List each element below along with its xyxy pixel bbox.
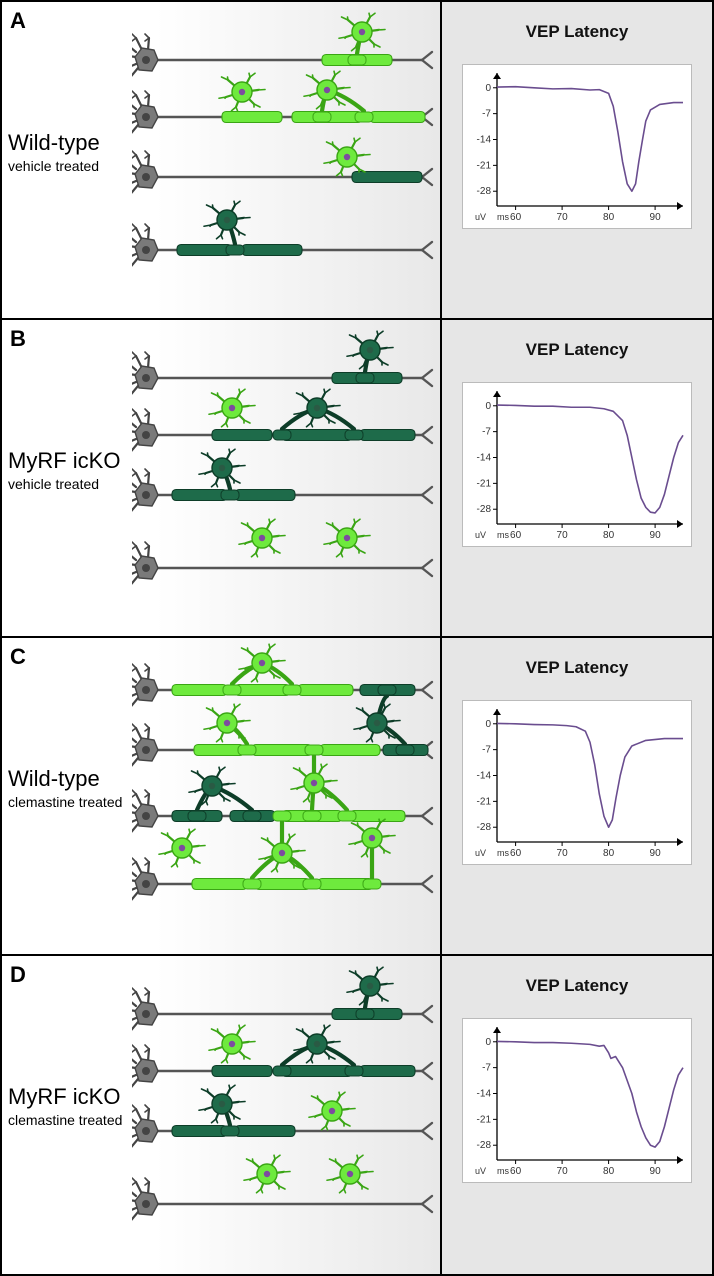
diagram-cell: A Wild-type vehicle treated xyxy=(2,2,442,318)
diagram-cell: B MyRF icKO vehicle treated xyxy=(2,320,442,636)
neuron-diagram xyxy=(132,320,442,638)
chart-cell: VEP Latency 0 -7 -14 -21 -28 60 70 80 90 uV ms xyxy=(442,2,712,318)
label-sub: clemastine treated xyxy=(8,1112,122,1128)
svg-text:70: 70 xyxy=(557,848,569,859)
panel-letter: D xyxy=(10,962,26,988)
condition-label: MyRF icKO clemastine treated xyxy=(8,1084,122,1128)
svg-text:ms: ms xyxy=(497,1166,509,1176)
panel-letter: B xyxy=(10,326,26,352)
svg-text:60: 60 xyxy=(510,848,522,859)
svg-text:-7: -7 xyxy=(482,427,491,438)
chart-title: VEP Latency xyxy=(526,658,629,678)
svg-text:-7: -7 xyxy=(482,1063,491,1074)
chart-title: VEP Latency xyxy=(526,340,629,360)
svg-text:ms: ms xyxy=(497,212,509,222)
svg-text:80: 80 xyxy=(603,848,615,859)
svg-text:90: 90 xyxy=(650,212,662,223)
svg-text:uV: uV xyxy=(475,848,486,858)
svg-text:-28: -28 xyxy=(477,504,492,515)
label-main: MyRF icKO xyxy=(8,448,120,474)
svg-text:uV: uV xyxy=(475,212,486,222)
svg-text:80: 80 xyxy=(603,1166,615,1177)
svg-text:-14: -14 xyxy=(477,1089,492,1100)
label-main: Wild-type xyxy=(8,766,122,792)
svg-text:80: 80 xyxy=(603,530,615,541)
label-main: Wild-type xyxy=(8,130,100,156)
svg-text:ms: ms xyxy=(497,530,509,540)
condition-label: MyRF icKO vehicle treated xyxy=(8,448,120,492)
svg-text:90: 90 xyxy=(650,530,662,541)
vep-chart: 0 -7 -14 -21 -28 60 70 80 90 uV ms xyxy=(462,64,692,229)
chart-title: VEP Latency xyxy=(526,22,629,42)
svg-text:-28: -28 xyxy=(477,822,492,833)
svg-text:90: 90 xyxy=(650,848,662,859)
vep-chart: 0 -7 -14 -21 -28 60 70 80 90 uV ms xyxy=(462,382,692,547)
svg-text:-21: -21 xyxy=(477,160,492,171)
svg-text:60: 60 xyxy=(510,212,522,223)
diagram-cell: D MyRF icKO clemastine treated xyxy=(2,956,442,1274)
svg-text:70: 70 xyxy=(557,1166,569,1177)
panel-letter: A xyxy=(10,8,26,34)
panel-B: B MyRF icKO vehicle treated VEP Latency 0 -7 -… xyxy=(2,320,712,638)
svg-text:70: 70 xyxy=(557,212,569,223)
svg-text:60: 60 xyxy=(510,1166,522,1177)
panel-A: A Wild-type vehicle treated VEP Latency 0 -7 -… xyxy=(2,2,712,320)
svg-text:-28: -28 xyxy=(477,186,492,197)
neuron-diagram xyxy=(132,2,442,320)
label-sub: vehicle treated xyxy=(8,476,120,492)
svg-text:0: 0 xyxy=(485,83,491,94)
label-sub: clemastine treated xyxy=(8,794,122,810)
vep-chart: 0 -7 -14 -21 -28 60 70 80 90 uV ms xyxy=(462,1018,692,1183)
svg-text:-21: -21 xyxy=(477,1114,492,1125)
svg-text:0: 0 xyxy=(485,719,491,730)
svg-text:-14: -14 xyxy=(477,771,492,782)
panel-letter: C xyxy=(10,644,26,670)
svg-text:-21: -21 xyxy=(477,796,492,807)
chart-cell: VEP Latency 0 -7 -14 -21 -28 60 70 80 90 uV ms xyxy=(442,956,712,1274)
panel-D: D MyRF icKO clemastine treated VEP Latency 0… xyxy=(2,956,712,1274)
vep-chart: 0 -7 -14 -21 -28 60 70 80 90 uV ms xyxy=(462,700,692,865)
neuron-diagram xyxy=(132,956,442,1274)
svg-text:90: 90 xyxy=(650,1166,662,1177)
panel-C: C Wild-type clemastine treated VEP Latency 0… xyxy=(2,638,712,956)
svg-text:-28: -28 xyxy=(477,1140,492,1151)
diagram-cell: C Wild-type clemastine treated xyxy=(2,638,442,954)
svg-text:70: 70 xyxy=(557,530,569,541)
svg-text:-7: -7 xyxy=(482,109,491,120)
svg-text:-21: -21 xyxy=(477,478,492,489)
chart-cell: VEP Latency 0 -7 -14 -21 -28 60 70 80 90 uV ms xyxy=(442,320,712,636)
svg-text:uV: uV xyxy=(475,1166,486,1176)
svg-text:-14: -14 xyxy=(477,135,492,146)
svg-text:-14: -14 xyxy=(477,453,492,464)
condition-label: Wild-type clemastine treated xyxy=(8,766,122,810)
label-main: MyRF icKO xyxy=(8,1084,122,1110)
neuron-diagram xyxy=(132,638,442,956)
svg-text:80: 80 xyxy=(603,212,615,223)
svg-text:ms: ms xyxy=(497,848,509,858)
svg-text:0: 0 xyxy=(485,401,491,412)
svg-text:0: 0 xyxy=(485,1037,491,1048)
figure-container: A Wild-type vehicle treated VEP Latency 0 -7 -… xyxy=(0,0,714,1276)
chart-title: VEP Latency xyxy=(526,976,629,996)
label-sub: vehicle treated xyxy=(8,158,100,174)
svg-text:-7: -7 xyxy=(482,745,491,756)
condition-label: Wild-type vehicle treated xyxy=(8,130,100,174)
chart-cell: VEP Latency 0 -7 -14 -21 -28 60 70 80 90 uV ms xyxy=(442,638,712,954)
svg-text:uV: uV xyxy=(475,530,486,540)
svg-text:60: 60 xyxy=(510,530,522,541)
